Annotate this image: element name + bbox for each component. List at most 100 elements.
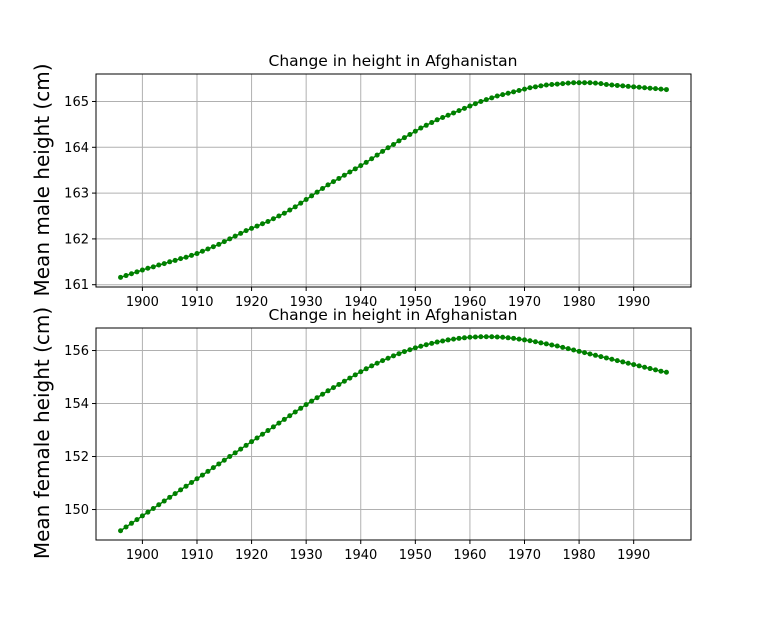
male-data-point xyxy=(511,89,517,95)
male-data-point xyxy=(522,86,528,92)
male-series-line xyxy=(118,80,669,280)
male-data-point xyxy=(494,93,500,99)
male-data-point xyxy=(347,169,353,175)
female-data-point xyxy=(532,339,538,345)
male-data-point xyxy=(407,131,413,137)
female-data-point xyxy=(139,513,145,519)
male-data-point xyxy=(249,225,255,231)
female-data-point xyxy=(194,476,200,482)
female-data-point xyxy=(259,431,265,437)
male-y-tick-label: 165 xyxy=(64,95,89,110)
male-data-point xyxy=(571,80,577,86)
male-data-point xyxy=(587,80,593,86)
female-x-tick-label: 1980 xyxy=(563,548,596,563)
female-data-point xyxy=(183,483,189,489)
female-data-point xyxy=(216,461,222,467)
female-data-point xyxy=(189,479,195,485)
female-data-point xyxy=(653,367,659,373)
male-data-point xyxy=(642,85,648,91)
female-data-point xyxy=(178,487,184,493)
female-data-point xyxy=(401,349,407,355)
female-data-point xyxy=(516,336,522,342)
female-data-point xyxy=(134,517,140,523)
female-y-ticks: 150 152 154 156 xyxy=(64,344,96,518)
female-y-tick-label: 150 xyxy=(64,503,89,518)
female-data-point xyxy=(358,369,364,375)
male-height-subplot: Change in height in Afghanistan 1900 1910… xyxy=(30,52,692,310)
female-data-point xyxy=(205,468,211,474)
female-data-point xyxy=(161,498,167,504)
male-data-point xyxy=(582,80,588,86)
female-data-point xyxy=(167,494,173,500)
male-data-point xyxy=(150,264,156,270)
female-plot-frame xyxy=(95,327,692,541)
female-data-point xyxy=(320,391,326,397)
male-data-point xyxy=(156,262,162,268)
male-data-point xyxy=(440,115,446,121)
male-data-point xyxy=(527,85,533,91)
female-data-point xyxy=(385,355,391,361)
male-data-point xyxy=(123,273,129,279)
male-data-point xyxy=(609,82,615,88)
female-data-point xyxy=(336,381,342,387)
female-data-point xyxy=(314,395,320,401)
male-data-point xyxy=(172,257,178,263)
male-data-point xyxy=(259,221,265,227)
male-data-point xyxy=(500,92,506,98)
female-x-tick-label: 1970 xyxy=(508,548,541,563)
female-y-tick-label: 154 xyxy=(64,397,89,412)
male-data-point xyxy=(232,233,238,239)
female-data-point xyxy=(249,439,255,445)
female-data-point xyxy=(522,337,528,343)
male-data-point xyxy=(183,254,189,260)
female-data-point xyxy=(363,366,369,372)
male-data-point xyxy=(423,122,429,128)
male-data-point xyxy=(298,200,304,206)
male-data-point xyxy=(505,90,511,96)
male-data-point xyxy=(194,251,200,257)
male-data-point xyxy=(189,252,195,258)
female-data-point xyxy=(592,352,598,358)
male-data-point xyxy=(516,87,522,93)
male-data-point xyxy=(161,261,167,267)
male-x-tick-label: 1980 xyxy=(563,295,596,310)
female-x-tick-label: 1940 xyxy=(344,548,377,563)
female-data-point xyxy=(276,420,282,426)
male-data-point xyxy=(374,152,380,158)
female-x-ticks: 1900 1910 1920 1930 1940 1950 1960 1970 1980 1990 xyxy=(126,540,650,563)
female-data-point xyxy=(538,340,544,346)
female-data-point xyxy=(527,338,533,344)
female-y-axis-label: Mean female height (cm) xyxy=(30,307,54,559)
female-data-point xyxy=(227,454,233,460)
female-data-point xyxy=(543,341,549,347)
female-data-point xyxy=(461,335,467,341)
female-data-point xyxy=(631,362,637,368)
female-data-point xyxy=(374,360,380,366)
female-x-tick-label: 1930 xyxy=(290,548,323,563)
male-data-point xyxy=(592,80,598,86)
female-data-point xyxy=(309,398,315,404)
female-data-point xyxy=(298,405,304,411)
female-data-point xyxy=(156,502,162,508)
male-data-point xyxy=(576,80,582,86)
male-x-tick-label: 1940 xyxy=(344,295,377,310)
male-data-point xyxy=(603,82,609,88)
female-data-point xyxy=(391,353,396,359)
male-data-point xyxy=(167,259,173,265)
female-data-point xyxy=(642,364,648,370)
male-data-point xyxy=(461,105,467,111)
female-data-point xyxy=(483,334,489,340)
female-data-point xyxy=(123,524,129,530)
male-data-point xyxy=(369,156,375,162)
female-data-point xyxy=(150,505,156,511)
male-data-point xyxy=(309,193,315,199)
female-y-tick-label: 156 xyxy=(64,344,89,359)
male-data-point xyxy=(210,244,216,250)
female-data-point xyxy=(587,351,593,357)
male-data-point xyxy=(489,95,495,101)
female-data-point xyxy=(210,465,216,471)
male-data-point xyxy=(478,98,484,104)
female-data-point xyxy=(451,336,457,342)
